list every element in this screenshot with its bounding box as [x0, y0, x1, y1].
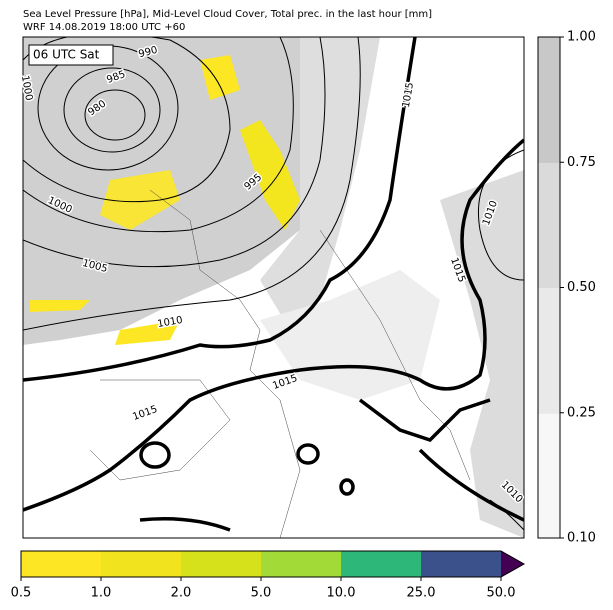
- map-frame: [22, 36, 525, 539]
- colorbar-tick-label: 0.10: [567, 531, 596, 546]
- colorbar-tick-label: 5.0: [251, 586, 272, 601]
- colorbar-tick-label: 1.0: [91, 586, 112, 601]
- colorbar-tick-label: 0.75: [567, 155, 596, 170]
- cloud-area: [260, 37, 380, 330]
- precip-area: [240, 120, 300, 230]
- isobar-1015: [139, 517, 231, 532]
- isobar: [23, 37, 231, 203]
- precip-colorbar: [20, 550, 526, 578]
- isobar: [84, 89, 146, 141]
- colorbar-frame: [20, 550, 526, 578]
- colorbar-segment: [421, 551, 501, 577]
- colorbar-tick-label: 50.0: [487, 586, 516, 601]
- colorbar-tick-label: 25.0: [407, 586, 436, 601]
- isobar-1015: [358, 398, 524, 522]
- time-label-box: [28, 44, 114, 66]
- cloud-colorbar: [537, 36, 561, 539]
- colorbar-tick-label: 10.0: [327, 586, 356, 601]
- precip-area: [100, 170, 180, 230]
- isobar: [23, 37, 294, 233]
- colorbar-segment: [341, 551, 421, 577]
- colorbar-segment: [21, 551, 101, 577]
- colorbar-segment: [538, 163, 560, 288]
- colorbar-extend: [501, 551, 524, 577]
- colorbar-segment: [261, 551, 341, 577]
- isobar: [23, 37, 361, 331]
- colorbar-segment: [537, 412, 561, 539]
- precip-area: [30, 300, 90, 312]
- colorbar-segment: [538, 37, 560, 163]
- isobar-1015: [139, 441, 171, 469]
- cloud-area: [260, 270, 440, 400]
- colorbar-segment: [101, 551, 181, 577]
- header-line: WRF 14.08.2019 18:00 UTC +60: [23, 22, 185, 33]
- map: 06 UTC Sat: [22, 36, 525, 539]
- isobar: [63, 67, 161, 153]
- header-line: Sea Level Pressure [hPa], Mid-Level Clou…: [23, 9, 432, 20]
- time-label: 06 UTC Sat: [33, 48, 100, 62]
- colorbar-tick-label: 2.0: [171, 586, 192, 601]
- cloud-area: [440, 170, 524, 538]
- isobar: [23, 37, 326, 268]
- colorbar-tick-label: 0.25: [567, 405, 596, 420]
- isobar-1015: [23, 138, 524, 512]
- colorbar-tick-label: 1.00: [567, 30, 596, 45]
- isobar-1015: [23, 37, 417, 382]
- precip-area: [115, 320, 180, 345]
- colorbar-segment: [538, 288, 560, 413]
- isobar-1015: [296, 443, 320, 465]
- colorbar-tick-label: 0.5: [11, 586, 32, 601]
- precip-area: [200, 55, 240, 100]
- isobar-1015: [339, 478, 355, 496]
- colorbar-segment: [181, 551, 261, 577]
- colorbar-tick-label: 0.50: [567, 280, 596, 295]
